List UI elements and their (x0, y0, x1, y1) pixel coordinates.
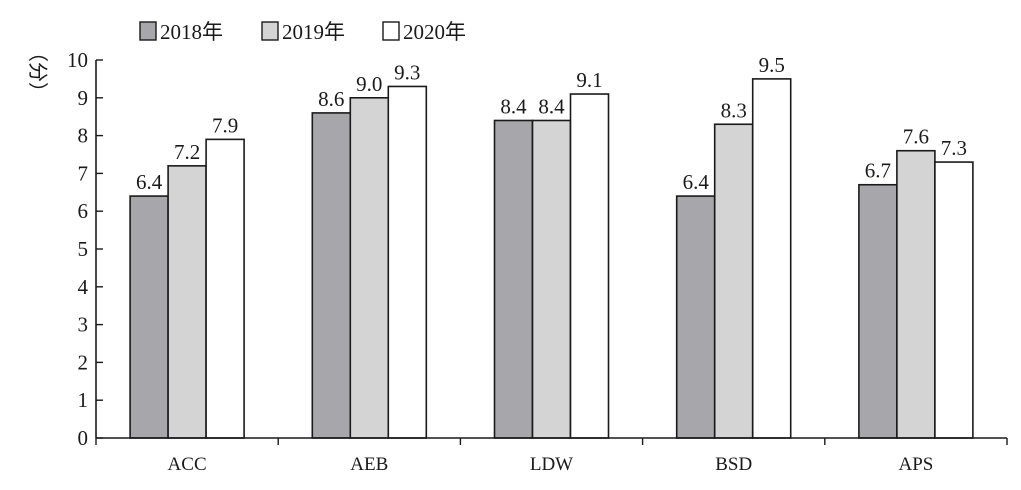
bar-aeb-series-1 (349, 97, 390, 439)
bar-bsd-series-2 (751, 78, 792, 439)
bar-acc-series-1 (167, 165, 207, 439)
y-tick-label-10: 10 (67, 48, 88, 72)
y-tick-label-8: 8 (78, 124, 89, 148)
bar-bsd-series-0 (675, 195, 716, 439)
legend-label-series-1: 2019年 (282, 20, 345, 44)
bar-aps-series-1 (896, 149, 936, 439)
x-tick-label-acc: ACC (168, 454, 207, 475)
legend: 2018年 2019年 2020年 (139, 20, 466, 44)
legend-swatch-series-1 (261, 21, 279, 41)
data-label-bsd-series-0: 6.4 (683, 170, 710, 194)
y-tick-label-9: 9 (78, 86, 89, 110)
data-label-aeb-series-2: 9.3 (394, 60, 420, 84)
data-label-aps-series-0: 6.7 (865, 159, 891, 183)
bar-acc-series-2 (205, 138, 245, 439)
x-tick-label-ldw: LDW (530, 454, 573, 475)
data-label-aeb-series-0: 8.6 (318, 87, 344, 111)
data-label-aps-series-1: 7.6 (903, 125, 929, 149)
x-tick-label-aeb: AEB (350, 454, 388, 475)
x-tick-label-aps: APS (898, 454, 933, 475)
legend-label-series-0: 2018年 (160, 20, 223, 44)
data-label-ldw-series-0: 8.4 (500, 94, 527, 118)
legend-swatch-series-0 (139, 21, 157, 41)
bar-ldw-series-1 (531, 119, 572, 439)
bars-group (129, 78, 974, 439)
bar-ldw-series-0 (493, 119, 534, 439)
legend-swatch-series-2 (382, 21, 400, 41)
bar-aps-series-2 (934, 161, 974, 439)
y-tick-label-2: 2 (78, 350, 89, 374)
x-tick-label-bsd: BSD (715, 454, 752, 475)
y-tick-label-6: 6 (78, 199, 89, 223)
bar-aeb-series-0 (311, 112, 352, 439)
data-label-aps-series-2: 7.3 (941, 136, 967, 160)
y-tick-label-4: 4 (78, 275, 89, 299)
bar-ldw-series-2 (569, 93, 610, 439)
bar-aeb-series-2 (387, 85, 428, 439)
bar-aps-series-0 (858, 183, 898, 439)
y-tick-label-7: 7 (78, 161, 89, 185)
data-label-aeb-series-1: 9.0 (356, 72, 382, 96)
axes-group: ACC AEB LDW BSD APS 0 1 2 3 4 5 6 7 8 9 10 (67, 48, 1008, 475)
y-tick-label-3: 3 (78, 313, 89, 337)
bar-bsd-series-1 (713, 123, 754, 439)
y-tick-label-1: 1 (78, 388, 89, 412)
data-label-acc-series-1: 7.2 (174, 140, 200, 164)
data-label-bsd-series-2: 9.5 (759, 53, 785, 77)
data-label-acc-series-2: 7.9 (212, 113, 238, 137)
y-axis-unit-label: （分） (26, 42, 50, 102)
legend-label-series-2: 2020年 (403, 20, 466, 44)
bar-acc-series-0 (129, 195, 169, 439)
data-labels-group: 6.4 7.2 7.9 8.6 9.0 9.3 8.4 8.4 9.1 6.4 8.3 9.5 6.7 7… (136, 53, 967, 194)
data-label-bsd-series-1: 8.3 (721, 98, 747, 122)
data-label-ldw-series-1: 8.4 (538, 94, 565, 118)
data-label-acc-series-0: 6.4 (136, 170, 163, 194)
y-tick-label-5: 5 (78, 237, 89, 261)
data-label-ldw-series-2: 9.1 (576, 68, 602, 92)
y-tick-label-0: 0 (78, 426, 89, 450)
